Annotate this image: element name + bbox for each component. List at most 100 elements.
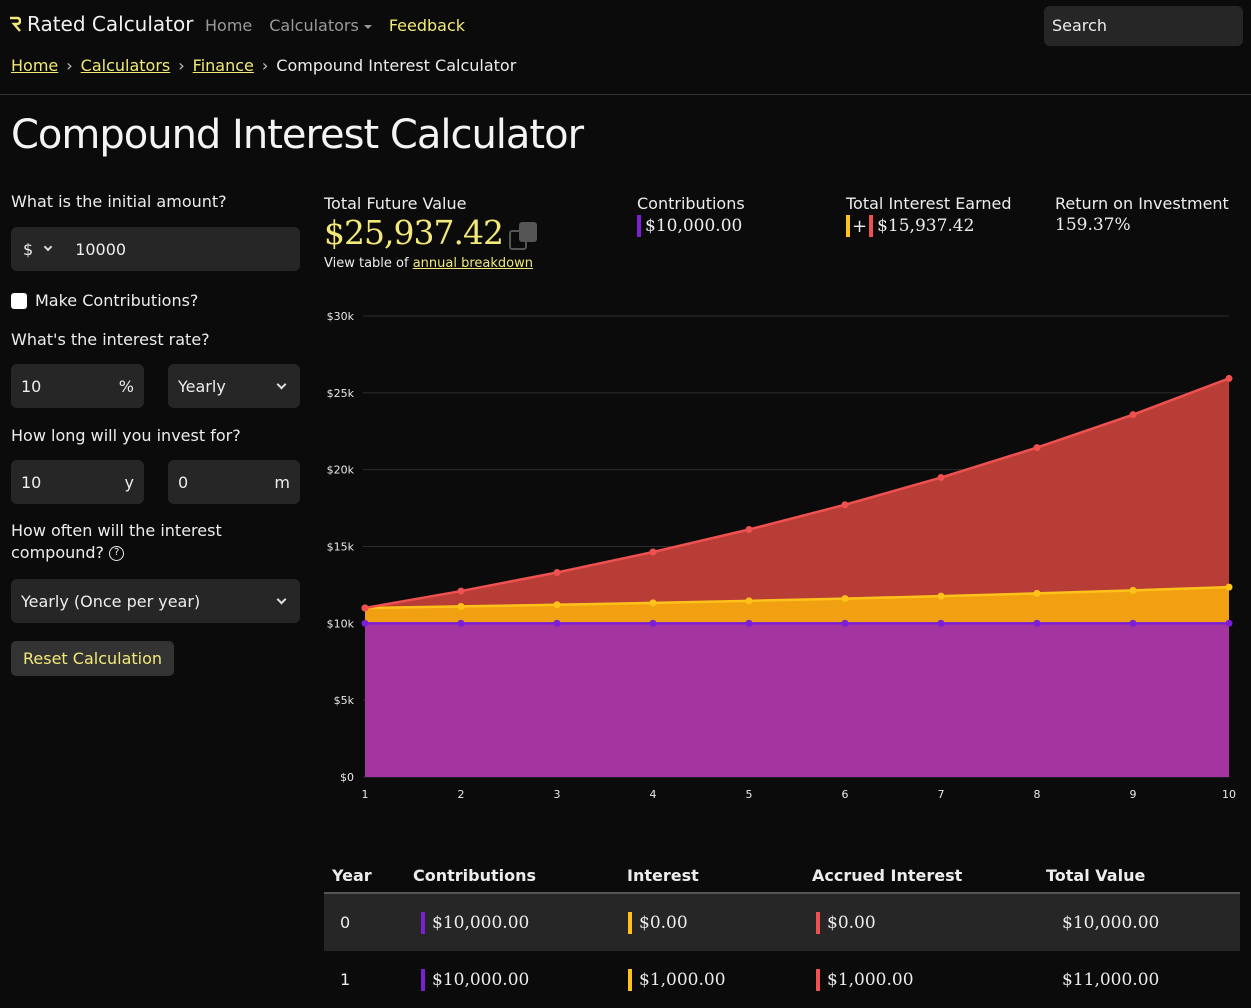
y-tick-label: $5k (334, 694, 355, 707)
contributions-legend-swatch (637, 215, 641, 237)
caret-down-icon (363, 24, 372, 29)
search-input[interactable]: Search (1044, 6, 1243, 46)
rate-period-select[interactable]: Yearly (168, 364, 300, 408)
years-unit: y (124, 472, 134, 492)
contributions-summary-value: $10,000.00 (645, 216, 743, 236)
initial-amount-field[interactable]: $ 10000 (11, 227, 300, 271)
view-table-text: View table of annual breakdown (324, 256, 541, 271)
x-tick-label: 8 (1034, 788, 1041, 801)
contributions-point (937, 619, 945, 627)
y-tick-label: $15k (327, 541, 355, 554)
y-tick-label: $25k (327, 387, 355, 400)
annual-breakdown-table: Year Contributions Interest Accrued Inte… (324, 858, 1240, 1008)
interest-rate-label: What's the interest rate? (11, 330, 210, 349)
months-field[interactable]: 0 m (168, 460, 300, 504)
interest-legend-swatch (846, 215, 850, 237)
accrued-interest-line (364, 377, 1230, 610)
rate-period-value: Yearly (178, 376, 226, 396)
breadcrumb-separator: › (66, 56, 73, 75)
roi-summary: Return on Investment 159.37% (1055, 194, 1229, 235)
breadcrumb-calculators[interactable]: Calculators (80, 56, 171, 75)
calculator-form: What is the initial amount? $ 10000 Make… (11, 190, 300, 676)
nav-home-link[interactable]: Home (205, 16, 253, 35)
contributions-area (365, 623, 1229, 777)
cell-total: $11,000.00 (1062, 969, 1160, 990)
interest-area (365, 587, 1229, 624)
cell-contributions: $10,000.00 (432, 912, 530, 933)
roi-label: Return on Investment (1055, 194, 1229, 213)
duration-label: How long will you invest for? (11, 426, 241, 445)
y-tick-label: $20k (327, 464, 355, 477)
header-total-value: Total Value (1046, 865, 1146, 885)
view-table-prefix: View table of (324, 256, 409, 271)
header-interest: Interest (627, 865, 699, 885)
accrued-interest-point (1129, 411, 1137, 419)
nav-calculators-label: Calculators (269, 16, 359, 35)
accrued-swatch (816, 968, 820, 991)
help-icon[interactable]: ? (109, 546, 125, 561)
annual-breakdown-link[interactable]: annual breakdown (412, 256, 533, 271)
months-input[interactable]: 0 (178, 472, 189, 492)
accrued-interest-point (457, 587, 465, 595)
years-field[interactable]: 10 y (11, 460, 144, 504)
contributions-swatch (421, 968, 425, 991)
chevron-down-icon (43, 242, 53, 252)
contributions-label: Make Contributions? (35, 291, 199, 310)
compound-frequency-label: How often will the interest compound? ? (11, 520, 231, 564)
interest-rate-input[interactable]: 10 (21, 376, 42, 396)
accrued-interest-point (649, 548, 657, 556)
contributions-summary: Contributions $10,000.00 (637, 194, 745, 237)
x-tick-label: 7 (938, 788, 945, 801)
interest-rate-field[interactable]: 10 % (11, 364, 144, 408)
cell-interest: $1,000.00 (639, 969, 726, 990)
roi-value: 159.37% (1055, 215, 1131, 235)
nav-feedback-link[interactable]: Feedback (388, 16, 466, 35)
future-value-summary: Total Future Value $25,937.42 View table… (324, 194, 541, 271)
contributions-point (745, 619, 753, 627)
initial-amount-input[interactable]: 10000 (75, 239, 127, 259)
currency-select[interactable]: $ (23, 240, 53, 259)
cell-year: 0 (340, 913, 351, 932)
contributions-point (841, 619, 849, 627)
years-input[interactable]: 10 (21, 472, 42, 492)
cell-accrued: $0.00 (827, 912, 876, 933)
y-tick-label: $0 (340, 771, 354, 784)
contributions-point (1129, 619, 1137, 627)
interest-point (1225, 583, 1233, 591)
accrued-swatch (816, 911, 820, 934)
accrued-interest-point (553, 568, 561, 576)
cell-interest: $0.00 (639, 912, 688, 933)
interest-point (1033, 589, 1041, 597)
interest-summary-label: Total Interest Earned (846, 194, 1012, 213)
table-row: 1 $10,000.00 $1,000.00 $1,000.00 $11,000… (324, 951, 1240, 1008)
table-header: Year Contributions Interest Accrued Inte… (324, 858, 1240, 894)
header-contributions: Contributions (413, 865, 537, 885)
cell-accrued: $1,000.00 (827, 969, 914, 990)
interest-summary: Total Interest Earned + $15,937.42 (846, 194, 1012, 237)
copy-icon[interactable] (507, 220, 541, 252)
accrued-interest-point (745, 526, 753, 534)
compound-frequency-select[interactable]: Yearly (Once per year) (11, 579, 300, 623)
contributions-checkbox[interactable] (11, 292, 27, 309)
cell-year: 1 (340, 970, 351, 989)
future-value-amount: $25,937.42 (324, 213, 504, 252)
brand-logo[interactable]: Rated Calculator (9, 12, 193, 36)
percent-unit: % (118, 376, 134, 396)
chevron-down-icon (276, 594, 287, 604)
interest-point (745, 597, 753, 605)
breadcrumb-separator: › (178, 56, 185, 75)
nav-calculators-dropdown[interactable]: Calculators (269, 16, 372, 35)
interest-point (841, 595, 849, 603)
accrued-interest-point (841, 501, 849, 509)
accrued-interest-point (1033, 444, 1041, 452)
breadcrumb-home[interactable]: Home (11, 56, 59, 75)
breadcrumb-finance[interactable]: Finance (192, 56, 254, 75)
contributions-point (457, 619, 465, 627)
logo-icon (9, 16, 21, 32)
reset-calculation-button[interactable]: Reset Calculation (11, 641, 175, 676)
brand-name: Rated Calculator (27, 12, 194, 36)
interest-swatch (628, 911, 632, 934)
y-tick-label: $10k (327, 617, 355, 630)
contributions-point (1225, 619, 1233, 627)
page-title: Compound Interest Calculator (11, 112, 584, 158)
